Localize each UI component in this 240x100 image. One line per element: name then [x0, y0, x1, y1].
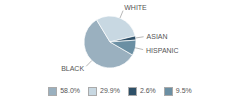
svg-text:WHITE: WHITE	[124, 4, 147, 11]
html-text:29.9%: 29.9%	[100, 87, 120, 94]
svg-text:HISPANIC: HISPANIC	[146, 47, 179, 54]
html-text:9.5%: 9.5%	[175, 87, 192, 94]
html-text:2.6%: 2.6%	[139, 87, 156, 94]
svg-text:ASIAN: ASIAN	[147, 33, 168, 40]
svg-text:BLACK: BLACK	[61, 65, 84, 72]
html-text:58.0%: 58.0%	[60, 87, 80, 94]
